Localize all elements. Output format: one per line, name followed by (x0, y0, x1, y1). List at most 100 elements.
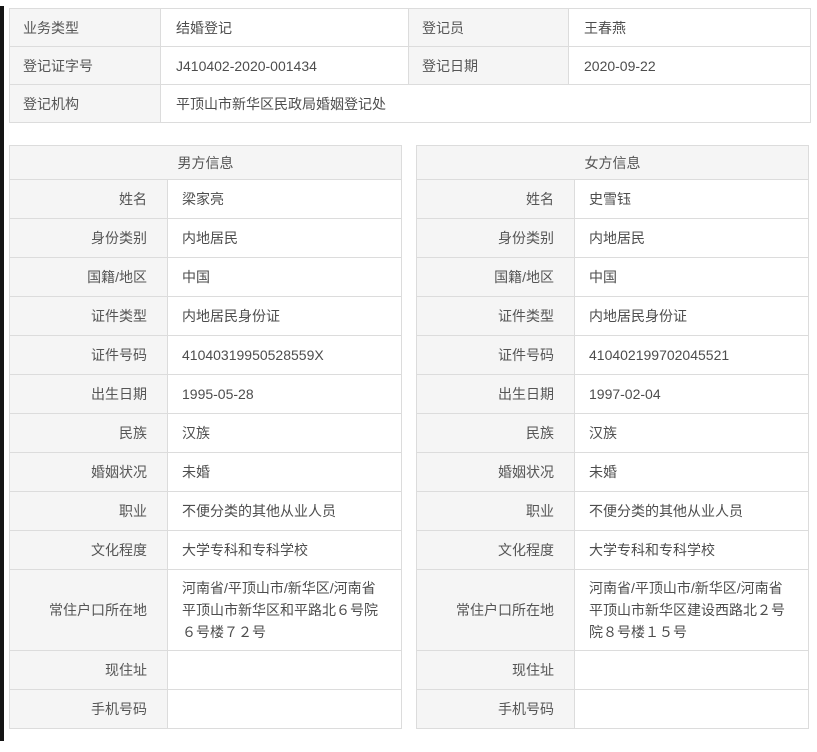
field-label: 现住址 (417, 651, 575, 689)
field-value: 河南省/平顶山市/新华区/河南省平顶山市新华区建设西路北２号院８号楼１５号 (575, 570, 808, 650)
field-label: 手机号码 (417, 690, 575, 728)
field-value: 1997-02-04 (575, 375, 808, 413)
field-value: 汉族 (575, 414, 808, 452)
field-label: 登记员 (408, 8, 569, 47)
field-value: 不便分类的其他从业人员 (575, 492, 808, 530)
field-label: 姓名 (10, 180, 168, 218)
female-info-table: 女方信息 姓名 史雪钰 身份类别 内地居民 国籍/地区 中国 证件类型 内地居民身份证 证件号码… (416, 145, 809, 729)
field-value: 未婚 (168, 453, 401, 491)
summary-row-certificate: 登记证字号 J410402-2020-001434 登记日期 2020-09-2… (9, 46, 811, 85)
field-label: 身份类别 (10, 219, 168, 257)
field-label: 手机号码 (10, 690, 168, 728)
field-label: 婚姻状况 (10, 453, 168, 491)
field-label: 登记证字号 (9, 46, 161, 85)
field-label: 国籍/地区 (417, 258, 575, 296)
party-info-section: 男方信息 姓名 梁家亮 身份类别 内地居民 国籍/地区 中国 证件类型 内地居民身份证 证件号码… (9, 145, 810, 729)
info-row: 常住户口所在地 河南省/平顶山市/新华区/河南省平顶山市新华区和平路北６号院６号楼… (10, 569, 401, 650)
info-row: 常住户口所在地 河南省/平顶山市/新华区/河南省平顶山市新华区建设西路北２号院８号… (417, 569, 808, 650)
field-label: 职业 (417, 492, 575, 530)
field-value: 中国 (575, 258, 808, 296)
male-info-table: 男方信息 姓名 梁家亮 身份类别 内地居民 国籍/地区 中国 证件类型 内地居民身份证 证件号码… (9, 145, 402, 729)
field-value: J410402-2020-001434 (160, 46, 409, 85)
info-row: 出生日期 1995-05-28 (10, 374, 401, 413)
info-row: 出生日期 1997-02-04 (417, 374, 808, 413)
info-row: 民族 汉族 (417, 413, 808, 452)
field-value (168, 651, 401, 689)
field-label: 职业 (10, 492, 168, 530)
info-row: 职业 不便分类的其他从业人员 (417, 491, 808, 530)
info-row: 文化程度 大学专科和专科学校 (10, 530, 401, 569)
field-value: 河南省/平顶山市/新华区/河南省平顶山市新华区和平路北６号院６号楼７２号 (168, 570, 401, 650)
field-value: 中国 (168, 258, 401, 296)
field-value: 41040319950528559X (168, 336, 401, 374)
field-label: 姓名 (417, 180, 575, 218)
field-label: 常住户口所在地 (10, 570, 168, 650)
field-label: 现住址 (10, 651, 168, 689)
field-label: 文化程度 (417, 531, 575, 569)
field-label: 民族 (417, 414, 575, 452)
female-info-rows: 姓名 史雪钰 身份类别 内地居民 国籍/地区 中国 证件类型 内地居民身份证 证件号码 41040… (417, 180, 808, 728)
field-value: 内地居民身份证 (575, 297, 808, 335)
field-value: 平顶山市新华区民政局婚姻登记处 (160, 84, 811, 123)
field-label: 登记机构 (9, 84, 161, 123)
summary-row-business: 业务类型 结婚登记 登记员 王春燕 (9, 8, 811, 47)
field-label: 出生日期 (417, 375, 575, 413)
summary-row-agency: 登记机构 平顶山市新华区民政局婚姻登记处 (9, 84, 811, 123)
field-label: 证件类型 (10, 297, 168, 335)
info-row: 姓名 史雪钰 (417, 180, 808, 218)
field-value: 不便分类的其他从业人员 (168, 492, 401, 530)
info-row: 文化程度 大学专科和专科学校 (417, 530, 808, 569)
info-row: 手机号码 (417, 689, 808, 728)
info-row: 证件类型 内地居民身份证 (10, 296, 401, 335)
info-row: 婚姻状况 未婚 (10, 452, 401, 491)
info-row: 证件号码 410402199702045521 (417, 335, 808, 374)
field-value: 2020-09-22 (568, 46, 811, 85)
field-label: 证件号码 (10, 336, 168, 374)
field-label: 业务类型 (9, 8, 161, 47)
info-row: 身份类别 内地居民 (10, 218, 401, 257)
info-row: 现住址 (10, 650, 401, 689)
field-label: 婚姻状况 (417, 453, 575, 491)
field-value: 结婚登记 (160, 8, 409, 47)
screenshot-left-edge (0, 6, 4, 741)
field-label: 证件类型 (417, 297, 575, 335)
field-label: 身份类别 (417, 219, 575, 257)
info-row: 证件号码 41040319950528559X (10, 335, 401, 374)
field-value: 内地居民 (575, 219, 808, 257)
field-value (168, 690, 401, 728)
field-label: 文化程度 (10, 531, 168, 569)
info-row: 职业 不便分类的其他从业人员 (10, 491, 401, 530)
field-value: 大学专科和专科学校 (575, 531, 808, 569)
info-row: 证件类型 内地居民身份证 (417, 296, 808, 335)
field-value: 汉族 (168, 414, 401, 452)
info-row: 手机号码 (10, 689, 401, 728)
info-row: 婚姻状况 未婚 (417, 452, 808, 491)
field-label: 登记日期 (408, 46, 569, 85)
field-value (575, 651, 808, 689)
field-value: 内地居民 (168, 219, 401, 257)
field-value: 梁家亮 (168, 180, 401, 218)
info-row: 身份类别 内地居民 (417, 218, 808, 257)
male-info-rows: 姓名 梁家亮 身份类别 内地居民 国籍/地区 中国 证件类型 内地居民身份证 证件号码 41040… (10, 180, 401, 728)
table-header: 女方信息 (417, 146, 808, 180)
info-row: 姓名 梁家亮 (10, 180, 401, 218)
field-value: 410402199702045521 (575, 336, 808, 374)
info-row: 国籍/地区 中国 (10, 257, 401, 296)
field-label: 国籍/地区 (10, 258, 168, 296)
field-value: 未婚 (575, 453, 808, 491)
info-row: 国籍/地区 中国 (417, 257, 808, 296)
field-value: 大学专科和专科学校 (168, 531, 401, 569)
field-label: 常住户口所在地 (417, 570, 575, 650)
field-label: 出生日期 (10, 375, 168, 413)
field-label: 证件号码 (417, 336, 575, 374)
info-row: 现住址 (417, 650, 808, 689)
record-content: 业务类型 结婚登记 登记员 王春燕 登记证字号 J410402-2020-001… (9, 8, 811, 729)
field-value (575, 690, 808, 728)
field-label: 民族 (10, 414, 168, 452)
field-value: 王春燕 (568, 8, 811, 47)
field-value: 内地居民身份证 (168, 297, 401, 335)
info-row: 民族 汉族 (10, 413, 401, 452)
registration-summary-table: 业务类型 结婚登记 登记员 王春燕 登记证字号 J410402-2020-001… (9, 8, 811, 123)
field-value: 1995-05-28 (168, 375, 401, 413)
